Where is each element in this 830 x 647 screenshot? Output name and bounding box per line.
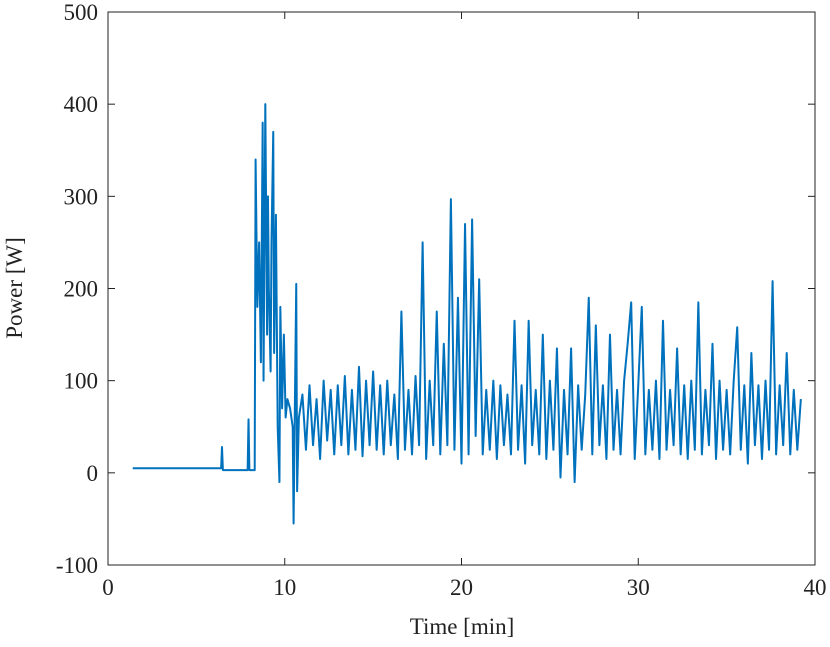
x-tick-label: 20 (450, 575, 473, 600)
y-tick-label: -100 (56, 553, 98, 578)
plot-frame (107, 11, 816, 566)
y-tick-label: 500 (64, 0, 99, 25)
power-line (132, 103, 802, 525)
y-tick-label: 200 (64, 277, 99, 302)
x-tick-label: 30 (627, 575, 650, 600)
y-tick-label: 400 (64, 92, 99, 117)
x-axis-label: Time [min] (410, 614, 515, 639)
y-tick-label: 0 (87, 461, 99, 486)
x-tick-label: 10 (273, 575, 296, 600)
y-tick-label: 100 (64, 369, 99, 394)
y-axis-label: Power [W] (2, 237, 27, 339)
x-tick-label: 0 (102, 575, 114, 600)
y-tick-label: 300 (64, 184, 99, 209)
x-tick-label: 40 (804, 575, 827, 600)
